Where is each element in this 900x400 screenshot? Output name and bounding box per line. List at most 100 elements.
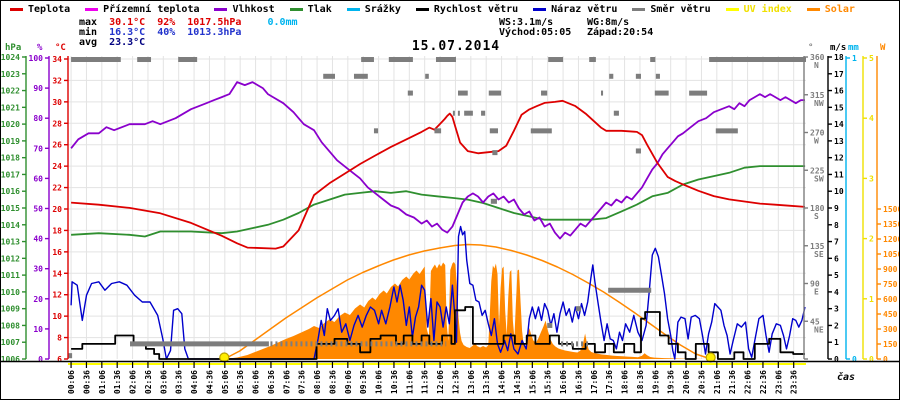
svg-text:17: 17 [834, 70, 844, 79]
svg-text:1007: 1007 [1, 338, 20, 347]
stats-avg-row: avg 23.3°C [79, 38, 310, 48]
svg-text:05:06: 05:06 [221, 370, 230, 394]
svg-text:10:06: 10:06 [375, 370, 384, 394]
svg-text:0: 0 [852, 355, 857, 364]
svg-text:50: 50 [33, 205, 43, 214]
svg-text:60: 60 [33, 174, 43, 183]
svg-text:5: 5 [869, 54, 874, 63]
wind-speed-stat: WS:3.1m/s [499, 17, 554, 28]
legend-label: Náraz větru [551, 4, 618, 15]
svg-text:8: 8 [834, 221, 839, 230]
svg-text:900: 900 [883, 265, 898, 274]
svg-text:04:36: 04:36 [205, 370, 214, 394]
legend-label: Přízemní teplota [103, 4, 200, 15]
series-teplota [71, 99, 806, 250]
svg-text:11:06: 11:06 [405, 370, 414, 394]
legend-swatch [10, 8, 23, 11]
svg-text:18:06: 18:06 [621, 370, 630, 394]
svg-text:24: 24 [52, 162, 62, 171]
svg-text:16:06: 16:06 [559, 370, 568, 394]
legend-label: Solar [824, 4, 855, 15]
min-label: min [79, 27, 98, 38]
svg-text:16: 16 [52, 248, 62, 257]
svg-text:22:06: 22:06 [744, 370, 753, 394]
svg-text:34: 34 [52, 55, 62, 64]
svg-text:16:36: 16:36 [574, 370, 583, 394]
series-vlhkost [70, 81, 805, 240]
svg-text:W: W [814, 137, 819, 146]
svg-text:10:36: 10:36 [390, 370, 399, 394]
svg-text:0: 0 [883, 355, 888, 364]
svg-text:5: 5 [834, 271, 839, 280]
svg-text:1020: 1020 [1, 120, 20, 129]
svg-text:1017: 1017 [1, 170, 20, 179]
wind-gust-stat: WG:8m/s [587, 17, 630, 28]
svg-text:01:06: 01:06 [98, 370, 107, 394]
svg-text:750: 750 [883, 280, 898, 289]
stats-left: max 30.1°C 92% 1017.5hPa 0.0mm min 16.3°C 40% 1… [79, 18, 310, 48]
svg-text:225: 225 [810, 166, 825, 175]
legend-item-9: Solar [806, 4, 855, 15]
svg-text:1011: 1011 [1, 271, 20, 280]
svg-text:1015: 1015 [1, 204, 20, 213]
svg-text:15: 15 [834, 103, 844, 112]
legend-label: UV index [743, 4, 792, 15]
legend-swatch [346, 8, 360, 11]
svg-text:16: 16 [834, 87, 844, 96]
svg-text:0: 0 [869, 355, 874, 364]
svg-text:13:06: 13:06 [467, 370, 476, 394]
svg-text:1006: 1006 [1, 355, 20, 364]
svg-text:3: 3 [834, 305, 839, 314]
svg-text:SW: SW [814, 174, 824, 183]
legend-swatch [533, 8, 547, 11]
axis-pressure: 1006 1007 1008 1009 1010 1011 1012 1013 1014 1015… [1, 43, 27, 364]
rain-total: 0.0mm [267, 17, 298, 28]
series-rychlost-vetru [71, 306, 805, 360]
svg-text:1010: 1010 [1, 288, 20, 297]
svg-text:°: ° [808, 43, 813, 53]
svg-text:10: 10 [33, 325, 43, 334]
svg-text:1: 1 [834, 338, 839, 347]
svg-text:1008: 1008 [1, 321, 20, 330]
svg-text:02:06: 02:06 [129, 370, 138, 394]
svg-text:00:06: 00:06 [67, 370, 76, 394]
wind-direction-marks [68, 57, 806, 359]
svg-text:26: 26 [52, 141, 62, 150]
sunset-time: Západ:20:54 [587, 27, 654, 38]
legend-label: Teplota [28, 4, 71, 15]
stats-max-row: max 30.1°C 92% 1017.5hPa 0.0mm [79, 18, 310, 28]
svg-text:05:36: 05:36 [236, 370, 245, 394]
svg-text:70: 70 [33, 144, 43, 153]
svg-text:hPa: hPa [5, 43, 21, 53]
svg-text:180: 180 [810, 204, 825, 213]
series-solar-area [224, 262, 709, 359]
chart-legend: Teplota Přízemní teplota Vlhkost Tlak Srážky… [10, 4, 855, 15]
svg-text:03:06: 03:06 [159, 370, 168, 394]
svg-text:23:36: 23:36 [790, 370, 799, 394]
svg-text:100: 100 [29, 54, 44, 63]
svg-text:S: S [814, 212, 819, 221]
svg-text:18: 18 [52, 226, 62, 235]
legend-swatch [806, 8, 820, 11]
svg-text:20: 20 [52, 205, 62, 214]
svg-text:135: 135 [810, 242, 825, 251]
stats-min-row: min 16.3°C 40% 1013.3hPa [79, 28, 310, 38]
svg-text:18: 18 [834, 53, 844, 62]
svg-text:10: 10 [834, 187, 844, 196]
x-axis-title: čas [837, 372, 856, 383]
svg-text:mm: mm [848, 43, 859, 53]
svg-text:2: 2 [869, 235, 874, 244]
legend-label: Vlhkost [232, 4, 275, 15]
svg-text:9: 9 [834, 204, 839, 213]
svg-text:45: 45 [810, 317, 820, 326]
legend-item-2: Vlhkost [214, 4, 275, 15]
max-pressure: 1017.5hPa [187, 17, 242, 28]
svg-text:1: 1 [852, 54, 857, 63]
svg-text:NE: NE [814, 325, 824, 334]
min-temperature: 16.3°C [109, 27, 146, 38]
svg-text:270: 270 [810, 129, 825, 138]
legend-item-3: Tlak [289, 4, 332, 15]
legend-label: Tlak [307, 4, 332, 15]
legend-swatch [85, 8, 99, 11]
